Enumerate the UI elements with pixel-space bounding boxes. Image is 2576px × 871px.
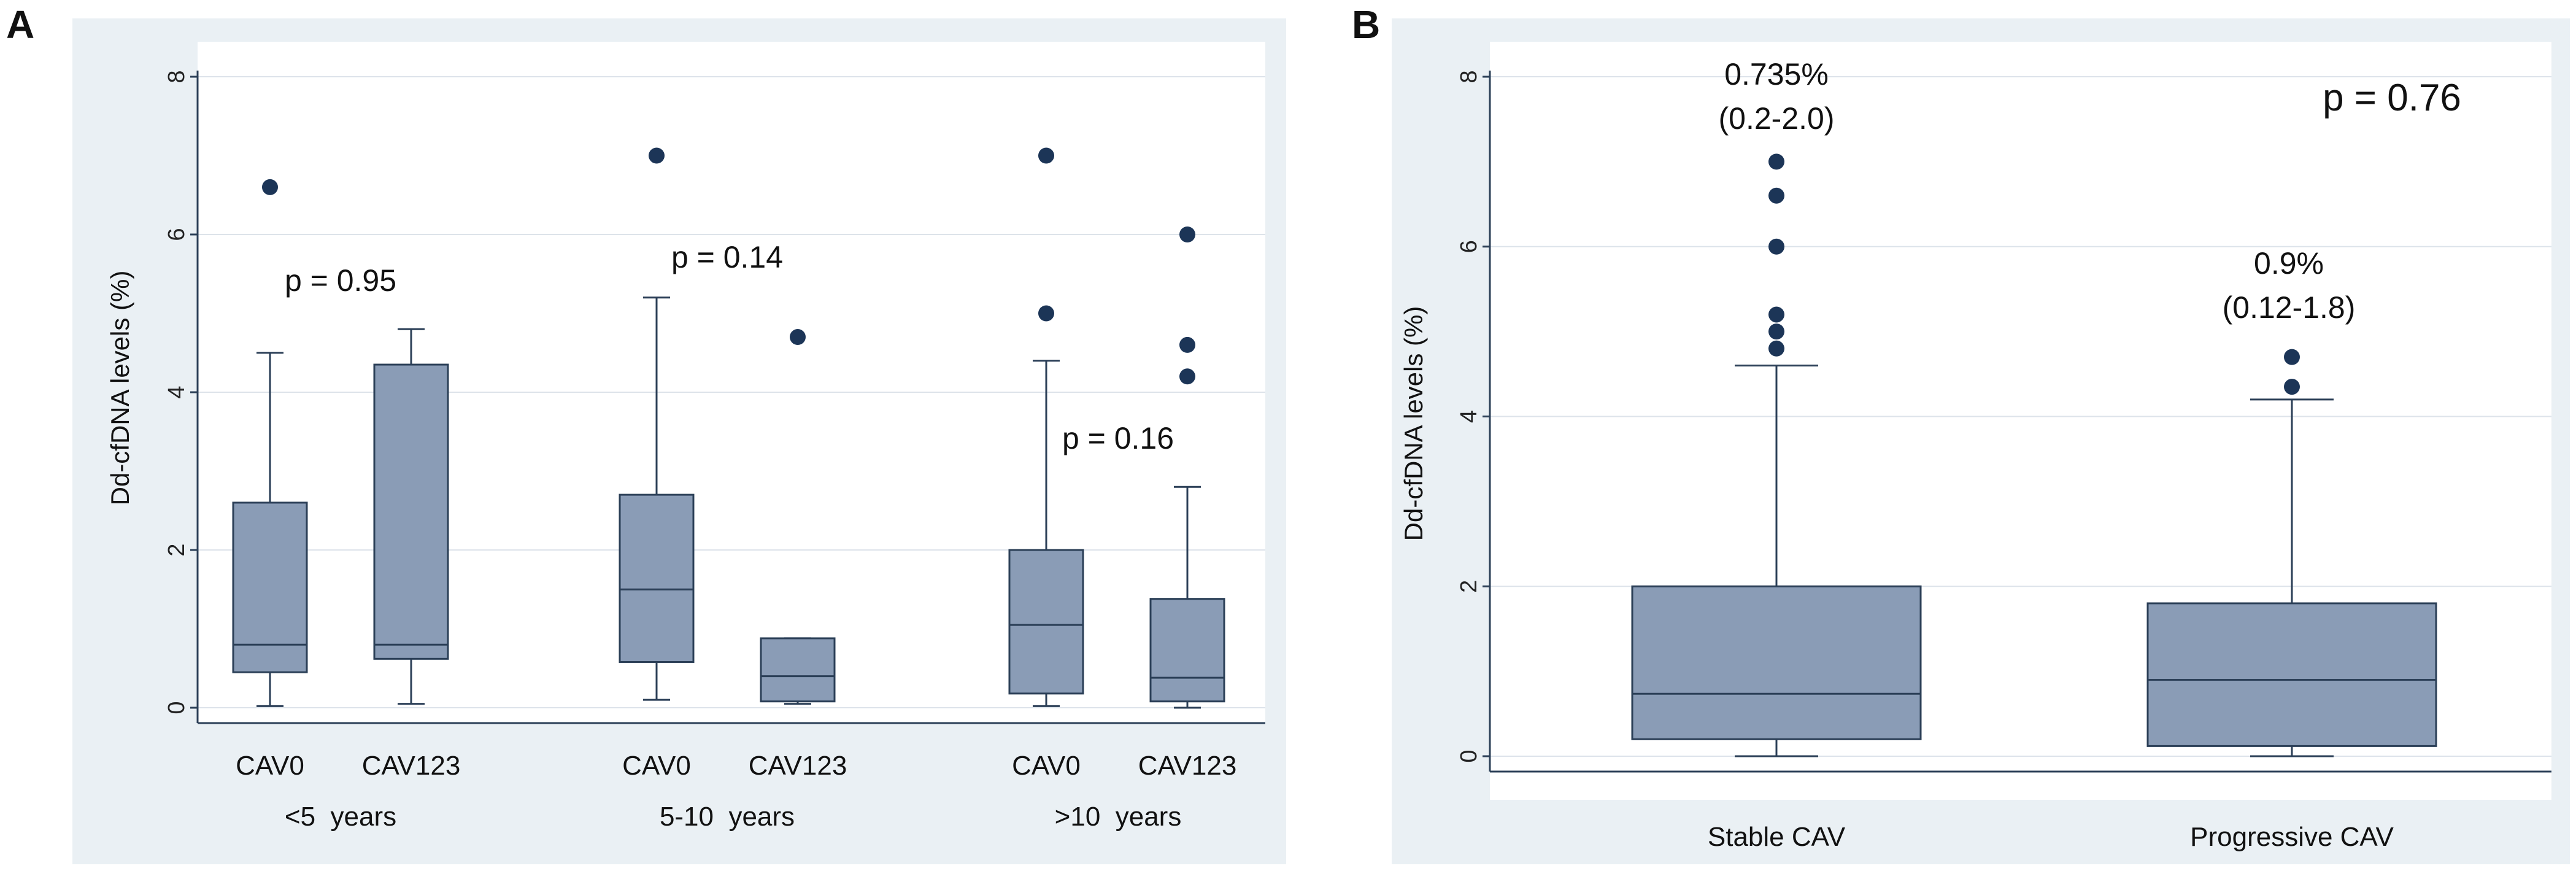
panel-b-stable-iqr: (0.2-2.0)	[1719, 101, 1835, 136]
iqr-box	[1008, 549, 1084, 695]
outlier-point	[1768, 306, 1784, 323]
outlier-point	[1038, 305, 1054, 322]
x-category-label: CAV0	[1012, 751, 1081, 781]
panel-letter-a: A	[6, 2, 34, 47]
outlier-point	[1038, 147, 1054, 164]
outlier-point	[1768, 238, 1784, 255]
box-progressive-cav: Progressive CAV	[2146, 349, 2437, 852]
panel-a-axis: 0 2 4 6 8	[164, 70, 1265, 724]
y-tick-label: 0	[164, 701, 190, 714]
panel-a-group-label-gt10: >10 years	[1055, 802, 1182, 832]
box-cav0: CAV0	[232, 179, 308, 781]
panel-letter-b: B	[1352, 2, 1380, 47]
x-category-label: Stable CAV	[1708, 822, 1846, 852]
x-category-label: CAV123	[1138, 751, 1237, 781]
x-category-label: Progressive CAV	[2190, 822, 2394, 852]
iqr-box	[2146, 602, 2437, 747]
iqr-box	[760, 637, 836, 703]
x-category-label: CAV123	[362, 751, 461, 781]
panel-b-gridlines	[1490, 76, 2551, 757]
y-tick-label: 2	[1456, 580, 1482, 593]
x-category-label: CAV0	[622, 751, 691, 781]
y-tick-label: 6	[164, 228, 190, 241]
panel-b-stable-median: 0.735%	[1724, 57, 1829, 91]
panel-a-group-label-lt5: <5 years	[285, 802, 396, 832]
iqr-box	[619, 494, 695, 663]
outlier-point	[1768, 340, 1784, 357]
panel-a-y-axis-title: Dd-cfDNA levels (%)	[106, 271, 134, 506]
outlier-point	[1768, 323, 1784, 340]
box-cav0: CAV0	[619, 147, 695, 781]
y-tick-label: 6	[1456, 240, 1482, 253]
panel-b-p-value: p = 0.76	[2323, 77, 2461, 119]
y-tick-label: 4	[1456, 410, 1482, 423]
y-tick-label: 0	[1456, 749, 1482, 762]
iqr-box	[232, 501, 308, 673]
iqr-box	[373, 363, 449, 660]
y-tick-label: 8	[1456, 70, 1482, 83]
outlier-point	[1179, 226, 1195, 242]
panel-a-p-value-gt10: p = 0.16	[1062, 421, 1174, 455]
panel-b-y-axis-title: Dd-cfDNA levels (%)	[1399, 306, 1428, 541]
outlier-point	[262, 179, 278, 195]
y-tick-label: 2	[164, 543, 190, 556]
panel-a-p-value-5to10: p = 0.14	[671, 240, 783, 274]
panel-b-progressive-median: 0.9%	[2254, 246, 2324, 281]
outlier-point	[1179, 368, 1195, 385]
iqr-box	[1149, 598, 1225, 703]
box-cav123: CAV123	[749, 329, 847, 781]
outlier-point	[1768, 153, 1784, 170]
box-cav123: CAV123	[362, 328, 461, 781]
panel-a-boxes: CAV0 CAV123 CAV0 CAV123 CAV0 CAV123	[232, 147, 1237, 781]
outlier-point	[2284, 379, 2300, 395]
panel-b-progressive-iqr: (0.12-1.8)	[2223, 290, 2356, 325]
y-tick-label: 4	[164, 385, 190, 398]
x-category-label: CAV0	[236, 751, 304, 781]
outlier-point	[2284, 349, 2300, 365]
iqr-box	[1631, 585, 1922, 740]
outlier-point	[1768, 187, 1784, 204]
outlier-point	[649, 147, 665, 164]
panel-a-group-label-5to10: 5-10 years	[660, 802, 795, 832]
panel-b-axis: 0 2 4 6 8	[1456, 70, 2551, 773]
y-tick-label: 8	[164, 70, 190, 83]
box-cav123: CAV123	[1138, 226, 1237, 781]
x-category-label: CAV123	[749, 751, 847, 781]
panel-a-plot-area	[198, 42, 1265, 723]
panel-b-boxes: Stable CAV Progressive CAV	[1631, 153, 2437, 852]
box-cav0: CAV0	[1008, 147, 1084, 781]
panel-a-p-value-lt5: p = 0.95	[285, 263, 396, 298]
box-stable-cav: Stable CAV	[1631, 153, 1922, 852]
outlier-point	[1179, 336, 1195, 353]
outlier-point	[790, 329, 806, 346]
